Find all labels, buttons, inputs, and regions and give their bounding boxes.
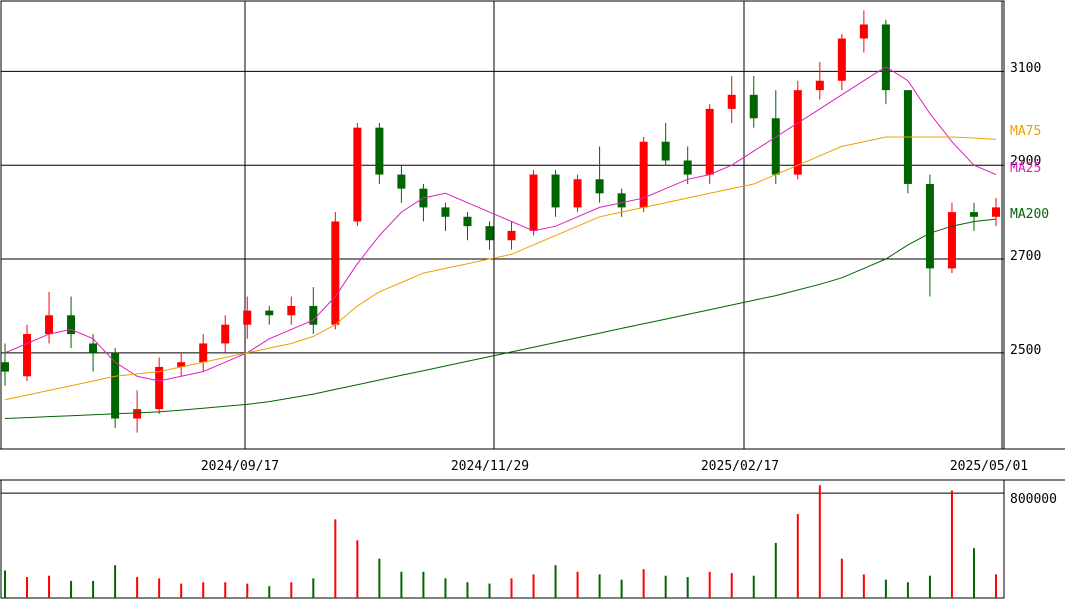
candle-body bbox=[573, 179, 582, 208]
candle-body bbox=[89, 343, 98, 353]
candle-body bbox=[551, 174, 560, 208]
candle-body bbox=[661, 141, 670, 161]
x-tick-label: 2025/02/17 bbox=[701, 459, 779, 474]
candle-body bbox=[133, 409, 142, 419]
candle-body bbox=[749, 94, 758, 119]
x-tick-label: 2024/11/29 bbox=[451, 459, 529, 474]
ma75-legend: MA75 bbox=[1010, 124, 1041, 139]
ma75-line bbox=[4, 136, 997, 401]
candle-body bbox=[243, 310, 252, 325]
candle-body bbox=[617, 193, 626, 208]
candle-body bbox=[969, 212, 978, 217]
candle-body bbox=[793, 90, 802, 175]
candle-body bbox=[375, 127, 384, 175]
candle-body bbox=[837, 38, 846, 81]
candle-body bbox=[859, 24, 868, 39]
candle-body bbox=[155, 366, 164, 410]
candle-body bbox=[639, 141, 648, 208]
candle-body bbox=[177, 362, 186, 367]
candle-body bbox=[45, 315, 54, 335]
candle-body bbox=[485, 226, 494, 241]
candle-body bbox=[947, 212, 956, 269]
y-tick-label: 2500 bbox=[1010, 343, 1041, 358]
candle-body bbox=[925, 183, 934, 269]
candle-body bbox=[507, 230, 516, 241]
candle-body bbox=[397, 174, 406, 189]
candle-body bbox=[441, 207, 450, 217]
ma25-line bbox=[4, 66, 997, 382]
x-tick-label: 2024/09/17 bbox=[201, 459, 279, 474]
ma200-line bbox=[4, 218, 997, 419]
candle-body bbox=[595, 179, 604, 194]
candle-body bbox=[111, 352, 120, 419]
candle-body bbox=[683, 160, 692, 175]
candle-body bbox=[705, 108, 714, 175]
price-panel bbox=[0, 0, 1065, 450]
candle-body bbox=[221, 324, 230, 344]
candle-body bbox=[23, 334, 32, 377]
ma25-legend: MA25 bbox=[1010, 161, 1041, 176]
candle-body bbox=[67, 315, 76, 335]
candle-body bbox=[199, 343, 208, 363]
candle-body bbox=[1, 362, 9, 372]
candle-body bbox=[815, 80, 824, 91]
candle-body bbox=[463, 216, 472, 227]
candle-body bbox=[881, 24, 890, 91]
candle-body bbox=[287, 305, 296, 316]
candle-body bbox=[992, 207, 1000, 217]
price-frame bbox=[0, 0, 1005, 450]
x-tick-label: 2025/05/01 bbox=[950, 459, 1028, 474]
candle-body bbox=[727, 94, 736, 109]
candle-body bbox=[353, 127, 362, 222]
ma200-legend: MA200 bbox=[1010, 207, 1049, 222]
candle-body bbox=[331, 221, 340, 325]
volume-panel bbox=[0, 479, 1065, 599]
candle-body bbox=[771, 118, 780, 175]
candle-body bbox=[529, 174, 538, 231]
y-tick-label: 3100 bbox=[1010, 61, 1041, 76]
volume-frame bbox=[0, 479, 1005, 599]
y-tick-label: 2900 bbox=[1010, 154, 1041, 169]
y-tick-label: 2700 bbox=[1010, 249, 1041, 264]
axis-labels: 3100 2900 2700 2500 MA75 MA25 MA200 2024… bbox=[201, 61, 1057, 507]
candle-body bbox=[265, 310, 274, 316]
volume-y-tick-label: 800000 bbox=[1010, 492, 1057, 507]
candle-body bbox=[309, 305, 318, 325]
